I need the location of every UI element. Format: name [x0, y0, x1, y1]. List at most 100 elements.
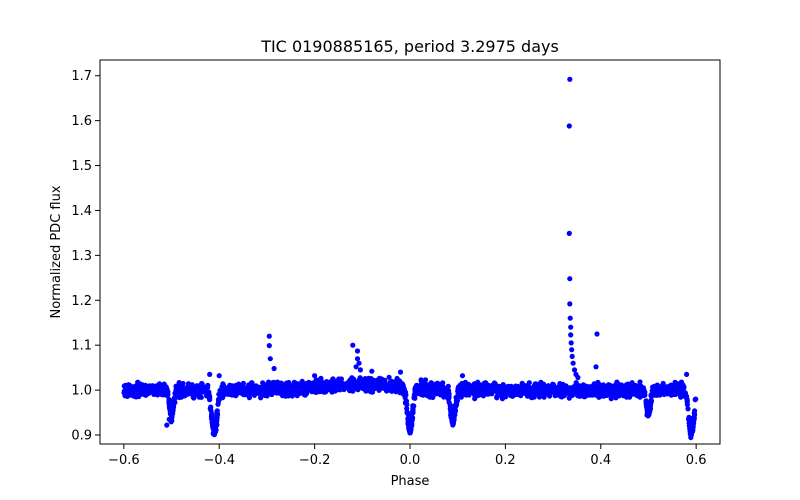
data-point [684, 397, 690, 403]
data-point [299, 378, 305, 384]
data-point [445, 383, 451, 389]
data-point [145, 387, 151, 393]
data-point [650, 384, 656, 390]
data-point [691, 418, 697, 424]
data-point [356, 360, 362, 366]
data-point [124, 383, 130, 389]
data-point [172, 390, 178, 396]
data-point [658, 385, 664, 391]
data-point [327, 380, 333, 386]
data-point [637, 379, 643, 385]
data-point [209, 412, 215, 418]
data-point [220, 381, 226, 387]
data-point [360, 382, 366, 389]
data-point [410, 410, 416, 416]
data-point [267, 356, 273, 362]
data-point [563, 391, 569, 397]
data-point [204, 388, 210, 394]
data-point [406, 427, 412, 433]
data-point [549, 385, 555, 391]
data-point [176, 387, 182, 393]
data-point [278, 380, 284, 386]
data-point [323, 383, 329, 390]
data-point [321, 389, 327, 395]
data-point [452, 406, 458, 412]
data-point [522, 385, 528, 391]
data-point [341, 386, 347, 393]
data-point [353, 364, 359, 370]
data-point [200, 388, 206, 394]
data-point [370, 381, 376, 387]
y-tick-label: 0.9 [71, 429, 92, 444]
data-point [216, 373, 222, 379]
data-point [517, 388, 523, 394]
data-point [635, 393, 641, 399]
data-point [425, 387, 431, 393]
data-point [494, 395, 500, 401]
data-point [566, 123, 572, 129]
data-point [607, 384, 614, 390]
data-point [135, 379, 141, 385]
data-point [207, 397, 213, 403]
data-point [231, 384, 237, 390]
data-point [293, 380, 300, 387]
data-point [140, 382, 146, 388]
data-point [558, 392, 564, 399]
data-point [497, 385, 504, 392]
data-point [619, 389, 625, 396]
data-point [654, 382, 660, 388]
data-point [417, 386, 423, 392]
data-point [568, 332, 574, 338]
data-point [647, 405, 653, 411]
data-point [153, 388, 159, 394]
data-point [247, 382, 253, 388]
data-point [207, 406, 213, 412]
data-point [264, 393, 270, 399]
data-point [218, 388, 224, 394]
data-point [266, 343, 272, 349]
data-point [568, 324, 574, 330]
y-tick-label: 1.1 [71, 339, 92, 354]
data-point [465, 383, 471, 389]
data-point [452, 411, 458, 417]
y-tick-label: 1.5 [71, 159, 92, 174]
x-tick-label: 0.2 [495, 453, 516, 468]
data-point [459, 373, 466, 379]
data-point [684, 371, 690, 377]
data-point [537, 385, 543, 391]
data-point [400, 387, 406, 393]
data-point [191, 395, 197, 401]
data-point [246, 391, 252, 397]
data-point [234, 391, 240, 397]
data-point [168, 411, 174, 417]
data-point [304, 381, 310, 387]
data-point [241, 390, 247, 396]
data-point [640, 387, 647, 393]
data-point [632, 388, 638, 394]
data-point [680, 393, 686, 399]
data-point [283, 389, 289, 395]
data-point [121, 388, 127, 394]
data-point [194, 383, 200, 389]
data-point [689, 428, 695, 434]
data-point [594, 331, 600, 337]
chart-title: TIC 0190885165, period 3.2975 days [260, 37, 559, 56]
data-point [214, 411, 221, 417]
data-point [570, 360, 576, 366]
data-point [567, 315, 573, 321]
data-point [614, 379, 620, 385]
data-point [266, 333, 272, 339]
data-point [350, 342, 356, 348]
data-point [483, 391, 489, 397]
data-point [428, 382, 434, 388]
data-point [622, 383, 628, 389]
data-point [166, 399, 172, 405]
data-point [448, 409, 454, 415]
data-point [181, 390, 187, 396]
data-point [571, 367, 578, 373]
x-axis-ticks: −0.6 −0.4 −0.2 0.0 0.2 0.4 0.6 [108, 444, 706, 468]
y-tick-label: 1.7 [71, 69, 92, 84]
data-point [389, 387, 395, 394]
y-tick-label: 1.6 [71, 114, 92, 129]
